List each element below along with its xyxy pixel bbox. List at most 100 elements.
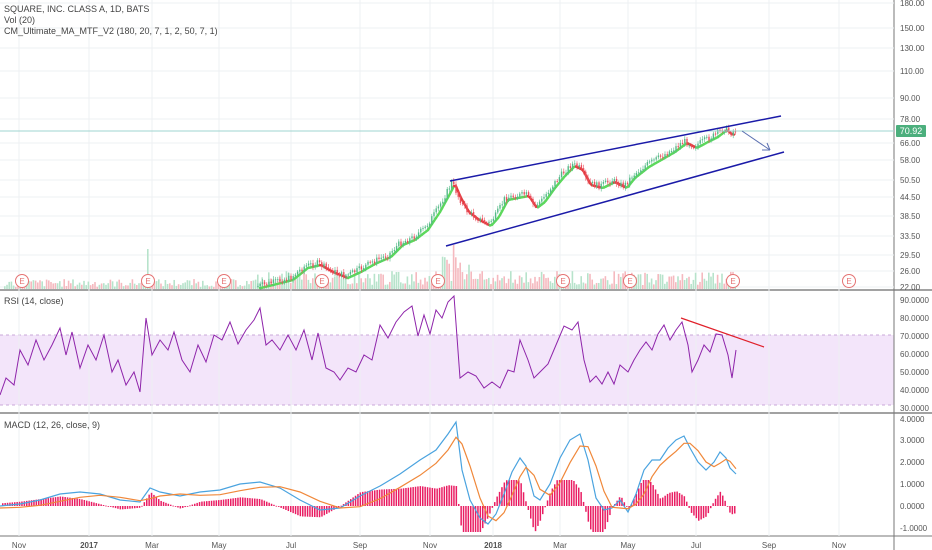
candle bbox=[448, 188, 451, 190]
volume-bar bbox=[446, 259, 448, 289]
volume-bar bbox=[692, 279, 695, 289]
volume-bar bbox=[32, 280, 35, 289]
candle bbox=[371, 261, 374, 263]
candle bbox=[343, 272, 345, 278]
macd-histogram-bar bbox=[594, 506, 597, 532]
price-tick-label: 26.00 bbox=[900, 267, 921, 276]
candle bbox=[598, 182, 600, 189]
candle bbox=[708, 136, 710, 141]
macd-histogram-bar bbox=[292, 506, 294, 514]
volume-bar bbox=[105, 284, 107, 289]
volume-bar bbox=[122, 286, 125, 289]
candle bbox=[587, 177, 589, 182]
volume-bar bbox=[672, 275, 675, 289]
volume-bar bbox=[83, 280, 85, 289]
projection-arrow-head bbox=[762, 142, 771, 151]
macd-histogram-bar bbox=[354, 495, 357, 506]
volume-bar bbox=[180, 284, 182, 289]
candle bbox=[565, 172, 567, 174]
macd-histogram-bar bbox=[258, 498, 261, 506]
macd-histogram-bar bbox=[460, 506, 462, 526]
volume-bar bbox=[481, 271, 483, 289]
macd-histogram-bar bbox=[153, 494, 155, 506]
macd-histogram-bar bbox=[122, 506, 124, 510]
macd-histogram-bar bbox=[254, 498, 256, 506]
volume-bar bbox=[235, 280, 237, 289]
volume-bar bbox=[567, 282, 569, 289]
macd-histogram-bar bbox=[532, 506, 534, 528]
macd-histogram-bar bbox=[244, 497, 246, 506]
macd-histogram-bar bbox=[268, 502, 270, 506]
volume-bar bbox=[367, 274, 369, 289]
price-tick-label: 66.00 bbox=[900, 139, 921, 148]
macd-histogram-bar bbox=[314, 506, 316, 518]
volume-bar bbox=[136, 285, 138, 289]
projection-arrow[interactable] bbox=[741, 130, 771, 151]
macd-histogram-bar bbox=[422, 486, 424, 506]
volume-bar bbox=[340, 278, 343, 289]
volume-bar bbox=[162, 286, 164, 289]
macd-histogram-bar bbox=[573, 480, 575, 506]
macd-tick-label: 3.0000 bbox=[900, 436, 925, 445]
macd-histogram-bar bbox=[203, 501, 206, 506]
macd-histogram-bar bbox=[131, 506, 134, 509]
volume-bar bbox=[668, 276, 670, 289]
macd-histogram-bar bbox=[448, 485, 450, 506]
macd-histogram-bar bbox=[722, 495, 724, 506]
channel-lower-line[interactable] bbox=[445, 151, 785, 247]
volume-bar bbox=[254, 279, 257, 289]
candle bbox=[604, 180, 607, 183]
macd-histogram-bar bbox=[515, 480, 518, 506]
volume-bar bbox=[362, 282, 365, 289]
volume-bar bbox=[474, 278, 477, 289]
volume-bar bbox=[199, 286, 202, 289]
macd-histogram-bar bbox=[273, 504, 275, 506]
macd-histogram-bar bbox=[148, 494, 150, 506]
macd-histogram-bar bbox=[640, 482, 642, 506]
volume-bar bbox=[675, 282, 677, 289]
candle bbox=[712, 133, 715, 139]
macd-histogram-bar bbox=[695, 506, 698, 519]
macd-histogram-bar bbox=[225, 499, 227, 506]
candle bbox=[288, 275, 290, 281]
candle bbox=[431, 216, 433, 224]
volume-bar bbox=[96, 286, 98, 289]
earnings-marker-icon bbox=[556, 274, 570, 288]
candle bbox=[424, 226, 426, 229]
rsi-divergence-line[interactable] bbox=[680, 317, 765, 348]
macd-histogram-bar bbox=[30, 500, 33, 506]
candle bbox=[686, 138, 688, 146]
macd-histogram-bar bbox=[494, 502, 496, 506]
earnings-marker-label: E bbox=[319, 277, 324, 286]
volume-bar bbox=[688, 276, 690, 289]
volume-bar bbox=[413, 281, 415, 289]
macd-histogram-bar bbox=[513, 480, 515, 506]
macd-histogram-bar bbox=[124, 506, 126, 510]
channel-upper-line[interactable] bbox=[449, 115, 782, 182]
candle bbox=[527, 192, 530, 196]
volume-bar bbox=[59, 281, 61, 289]
volume-bar bbox=[584, 283, 587, 289]
volume-bar bbox=[351, 283, 354, 289]
macd-histogram-bar bbox=[280, 506, 282, 508]
candle bbox=[624, 182, 627, 188]
macd-histogram-bar bbox=[534, 506, 537, 532]
candle bbox=[395, 246, 398, 251]
macd-histogram-bar bbox=[69, 497, 71, 506]
macd-histogram-bar bbox=[486, 506, 489, 519]
candle bbox=[521, 192, 523, 194]
candle bbox=[615, 178, 618, 184]
candle bbox=[675, 146, 677, 151]
candle bbox=[283, 279, 286, 283]
volume-bar bbox=[39, 280, 41, 289]
volume-bar bbox=[98, 284, 101, 289]
macd-histogram-bar bbox=[261, 499, 263, 506]
candle bbox=[541, 198, 543, 202]
volume-bar bbox=[389, 281, 391, 289]
candle bbox=[323, 263, 325, 267]
volume-bar bbox=[582, 282, 585, 289]
volume-bar bbox=[655, 280, 657, 289]
macd-histogram-bar bbox=[201, 501, 203, 506]
candle bbox=[305, 265, 308, 267]
